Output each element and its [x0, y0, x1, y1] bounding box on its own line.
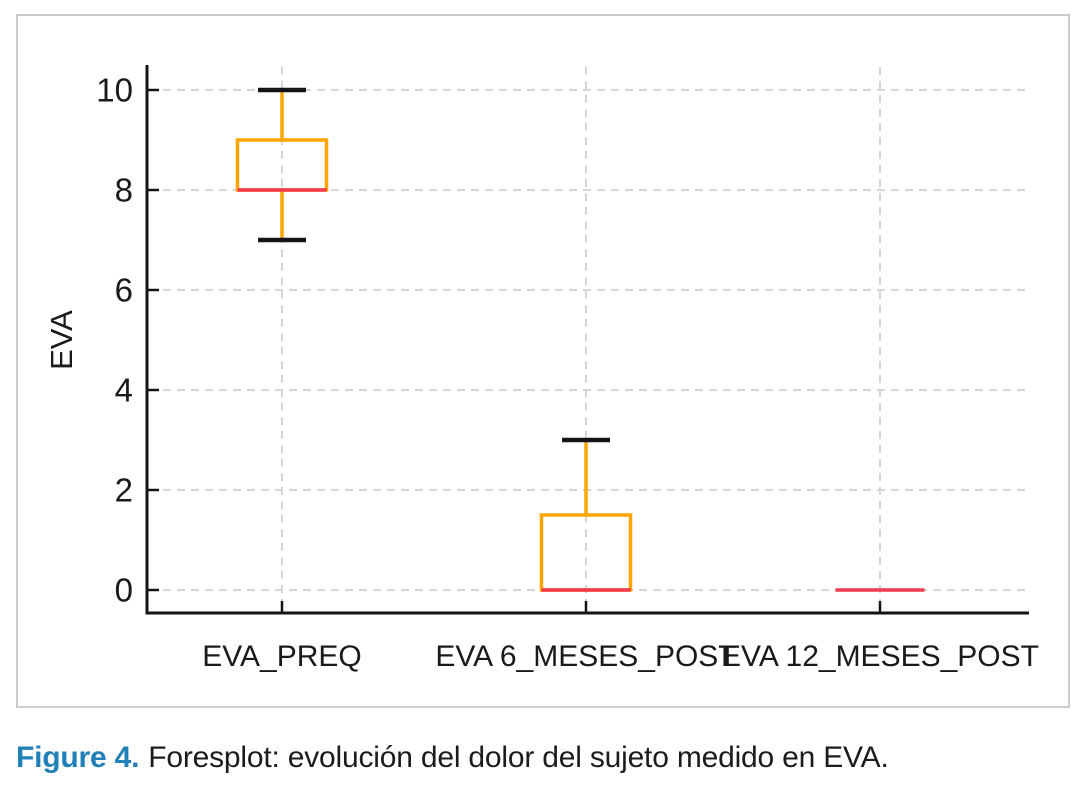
figure-caption: Figure 4. Foresplot: evolución del dolor …	[16, 738, 1076, 778]
y-tick-label: 0	[115, 572, 133, 609]
y-tick-label: 4	[115, 372, 133, 409]
y-tick-label: 8	[115, 172, 133, 209]
y-axis-title: EVA	[44, 310, 79, 370]
y-tick-label: 2	[115, 472, 133, 509]
figure-caption-label: Figure 4.	[16, 741, 140, 774]
x-tick-label: EVA 6_MESES_POST	[435, 640, 736, 673]
y-tick-label: 10	[96, 72, 133, 109]
x-tick-label: EVA 12_MESES_POST	[721, 640, 1039, 673]
figure-caption-text: Foresplot: evolución del dolor del sujet…	[148, 741, 889, 774]
y-tick-label: 6	[115, 272, 133, 309]
figure-panel: 0 2 4 6 8 10 EVA_PREQ EVA 6_MESES_POST EVA 12_ME…	[16, 14, 1070, 708]
x-tick-label: EVA_PREQ	[202, 640, 362, 673]
